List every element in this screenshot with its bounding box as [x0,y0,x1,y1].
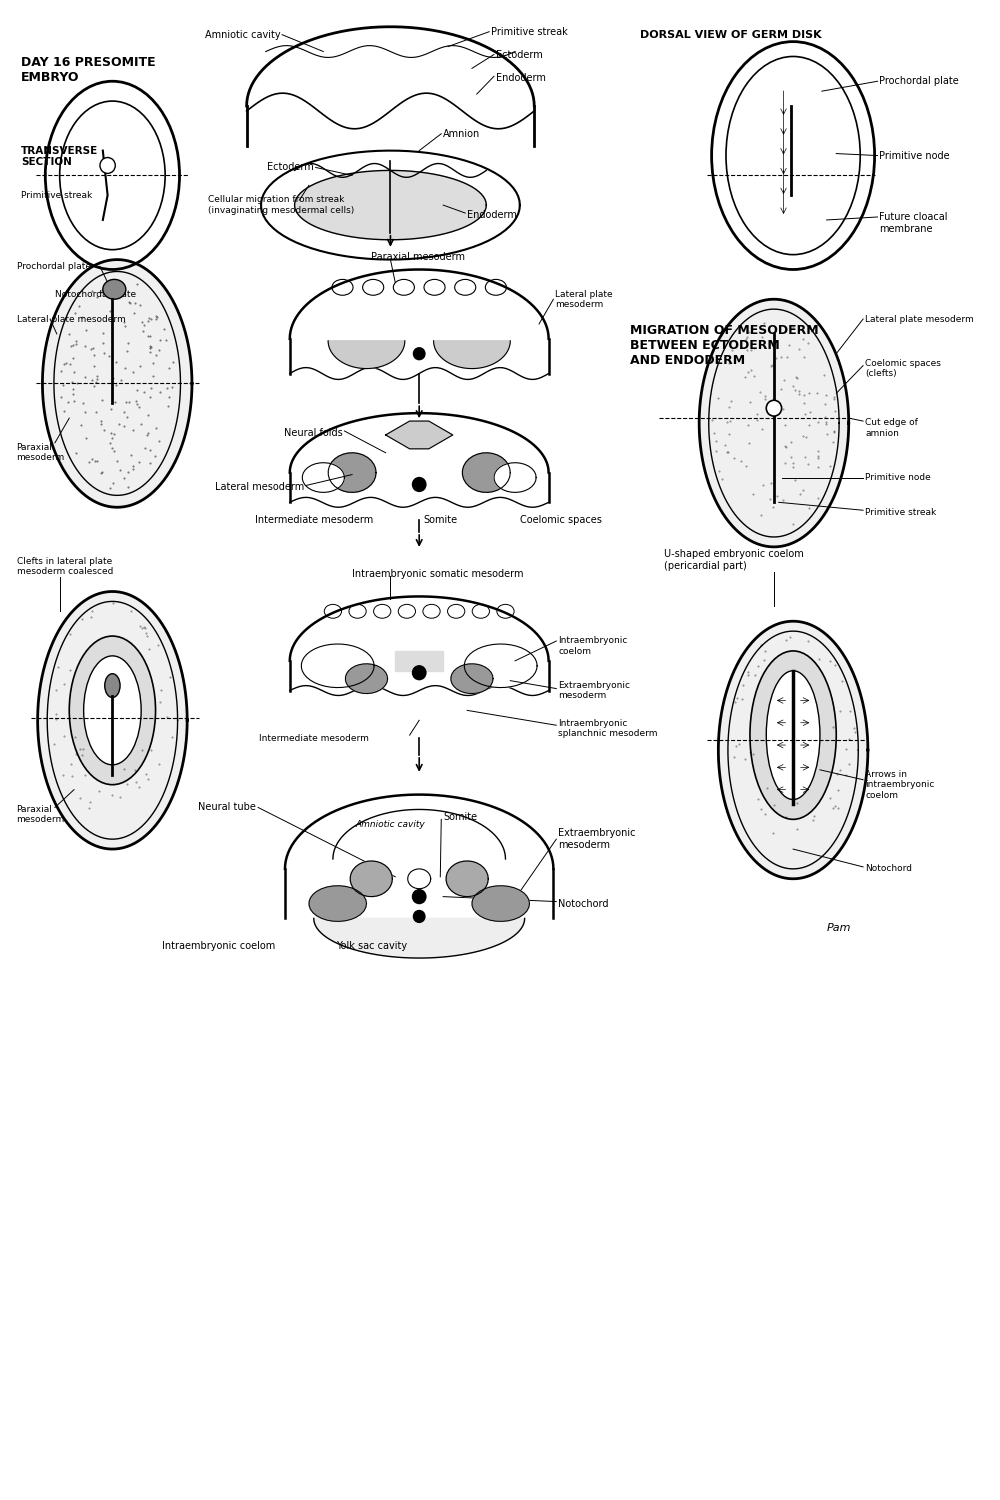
Polygon shape [472,886,529,921]
Polygon shape [301,644,374,687]
Text: U-shaped embryonic coelom
(pericardial part): U-shaped embryonic coelom (pericardial p… [664,549,803,570]
Text: Somite: Somite [423,514,457,525]
Text: Endoderm: Endoderm [467,210,517,220]
Text: Clefts in lateral plate
mesoderm coalesced: Clefts in lateral plate mesoderm coalesc… [17,556,113,576]
Polygon shape [328,453,376,492]
Polygon shape [464,644,537,687]
Text: Pam: Pam [827,924,851,933]
Ellipse shape [103,279,126,298]
Ellipse shape [412,477,426,492]
Text: Prochordal plate: Prochordal plate [879,76,959,86]
Text: Notochordal plate: Notochordal plate [55,290,136,298]
Polygon shape [408,868,431,888]
Text: Extraembryonic
mesoderm: Extraembryonic mesoderm [558,681,630,700]
Text: Amnion: Amnion [443,129,480,140]
Polygon shape [451,664,493,693]
Polygon shape [42,260,192,507]
Text: Intermediate mesoderm: Intermediate mesoderm [259,734,369,742]
Text: Coelomic spaces
(clefts): Coelomic spaces (clefts) [865,358,941,378]
Polygon shape [38,591,187,849]
Polygon shape [386,422,453,448]
Ellipse shape [100,158,115,174]
Polygon shape [350,861,392,897]
Text: Coelomic spaces: Coelomic spaces [520,514,602,525]
Text: Cellular migration from streak
(invaginating mesodermal cells): Cellular migration from streak (invagina… [208,195,355,214]
Text: Neural folds: Neural folds [284,427,343,438]
Text: Neural tube: Neural tube [198,802,256,813]
Polygon shape [395,651,443,670]
Polygon shape [446,861,488,897]
Text: MIGRATION OF MESODERM
BETWEEN ECTODERM
AND ENDODERM: MIGRATION OF MESODERM BETWEEN ECTODERM A… [630,324,819,368]
Text: Intraembryonic somatic mesoderm: Intraembryonic somatic mesoderm [352,568,524,579]
Polygon shape [494,462,536,492]
Text: Primitive streak: Primitive streak [21,190,93,200]
Text: Lateral plate mesoderm: Lateral plate mesoderm [17,315,125,324]
Polygon shape [302,462,344,492]
Text: Notochord: Notochord [558,898,609,909]
Text: Amniotic cavity: Amniotic cavity [205,30,280,39]
Text: Extraembryonic
mesoderm: Extraembryonic mesoderm [558,828,636,850]
Text: Paraxial
mesoderm: Paraxial mesoderm [17,804,65,824]
Text: Lateral plate
mesoderm: Lateral plate mesoderm [555,290,613,309]
Text: Endoderm: Endoderm [496,74,546,84]
Text: Primitive node: Primitive node [879,150,950,160]
Text: Paraxial mesoderm: Paraxial mesoderm [371,252,465,261]
Text: Ectoderm: Ectoderm [267,162,314,172]
Text: Future cloacal
membrane: Future cloacal membrane [879,211,948,234]
Text: Primitive streak: Primitive streak [865,507,936,516]
Text: Yolk sac cavity: Yolk sac cavity [336,940,407,951]
Text: DORSAL VIEW OF GERM DISK: DORSAL VIEW OF GERM DISK [640,30,821,39]
Ellipse shape [412,666,426,680]
Text: Lateral mesoderm: Lateral mesoderm [215,483,304,492]
Text: Intraembryonic
coelom: Intraembryonic coelom [558,636,628,656]
Polygon shape [314,918,525,958]
Ellipse shape [84,656,141,765]
Polygon shape [434,340,510,369]
Ellipse shape [413,910,425,922]
Text: Paraxial
mesoderm: Paraxial mesoderm [17,442,65,462]
Text: DAY 16 PRESOMITE
EMBRYO: DAY 16 PRESOMITE EMBRYO [21,57,156,84]
Text: Intermediate mesoderm: Intermediate mesoderm [255,514,373,525]
Polygon shape [261,150,520,260]
Polygon shape [309,886,366,921]
Ellipse shape [750,651,836,819]
Text: Ectoderm: Ectoderm [496,50,543,60]
Ellipse shape [413,348,425,360]
Ellipse shape [412,890,426,903]
Polygon shape [328,340,405,369]
Text: Arrows in
intraembryonic
coelom: Arrows in intraembryonic coelom [865,770,934,800]
Polygon shape [333,810,505,859]
Polygon shape [295,171,486,240]
Text: TRANSVERSE
SECTION: TRANSVERSE SECTION [21,146,99,166]
Ellipse shape [105,674,120,698]
Text: Primitive node: Primitive node [865,472,931,482]
Polygon shape [718,621,868,879]
Text: Somite: Somite [443,813,477,822]
Polygon shape [462,453,510,492]
Text: Lateral plate mesoderm: Lateral plate mesoderm [865,315,974,324]
Ellipse shape [766,400,782,416]
Text: Cut edge of
amnion: Cut edge of amnion [865,419,918,438]
Text: Amniotic cavity: Amniotic cavity [356,821,425,830]
Text: Intraembryonic
splanchnic mesoderm: Intraembryonic splanchnic mesoderm [558,718,658,738]
Polygon shape [699,298,849,548]
Ellipse shape [766,670,820,800]
Ellipse shape [69,636,156,784]
Text: Prochordal plate: Prochordal plate [17,262,91,272]
Text: Intraembryonic coelom: Intraembryonic coelom [162,940,275,951]
Text: Notochord: Notochord [865,864,912,873]
Text: Primitive streak: Primitive streak [491,27,568,36]
Polygon shape [346,664,388,693]
